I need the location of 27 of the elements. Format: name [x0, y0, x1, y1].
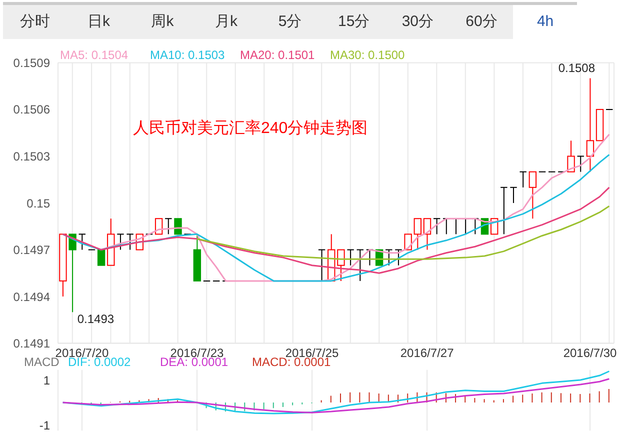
text: MA30: 0.1500 — [330, 48, 405, 62]
text: 人民币对美元汇率240分钟走势图 — [133, 120, 368, 137]
text: 4h — [536, 13, 554, 30]
text: 分时 — [20, 13, 50, 30]
text: MA5: 0.1504 — [60, 48, 128, 62]
y-tick-label: 0.1509 — [13, 56, 50, 70]
y-tick-label: 0.1503 — [13, 149, 50, 164]
x-tick-label: 2016/7/27 — [400, 346, 454, 360]
text: 周k — [151, 13, 174, 30]
text: 日k — [87, 13, 110, 30]
y-tick-label: 0.1506 — [13, 102, 50, 117]
y-tick-label: 0.1494 — [13, 290, 50, 304]
text: MA20: 0.1501 — [240, 48, 315, 62]
y-tick-label: 0.1491 — [13, 336, 50, 351]
y-tick-label: 1 — [43, 373, 50, 388]
text: 5分 — [278, 13, 302, 30]
text: 月k — [215, 13, 238, 30]
y-tick-label: 0.1497 — [13, 243, 50, 258]
text: MA10: 0.1503 — [150, 48, 225, 62]
text: 15分 — [338, 13, 370, 30]
y-tick-label: -1 — [39, 418, 50, 432]
y-tick-label: 0.15 — [26, 196, 50, 210]
annotation: 0.1493 — [77, 312, 114, 326]
annotation: 0.1508 — [558, 61, 596, 76]
text: 60分 — [466, 13, 498, 30]
text: 30分 — [402, 13, 434, 30]
x-tick-label: 2016/7/30 — [563, 346, 618, 360]
